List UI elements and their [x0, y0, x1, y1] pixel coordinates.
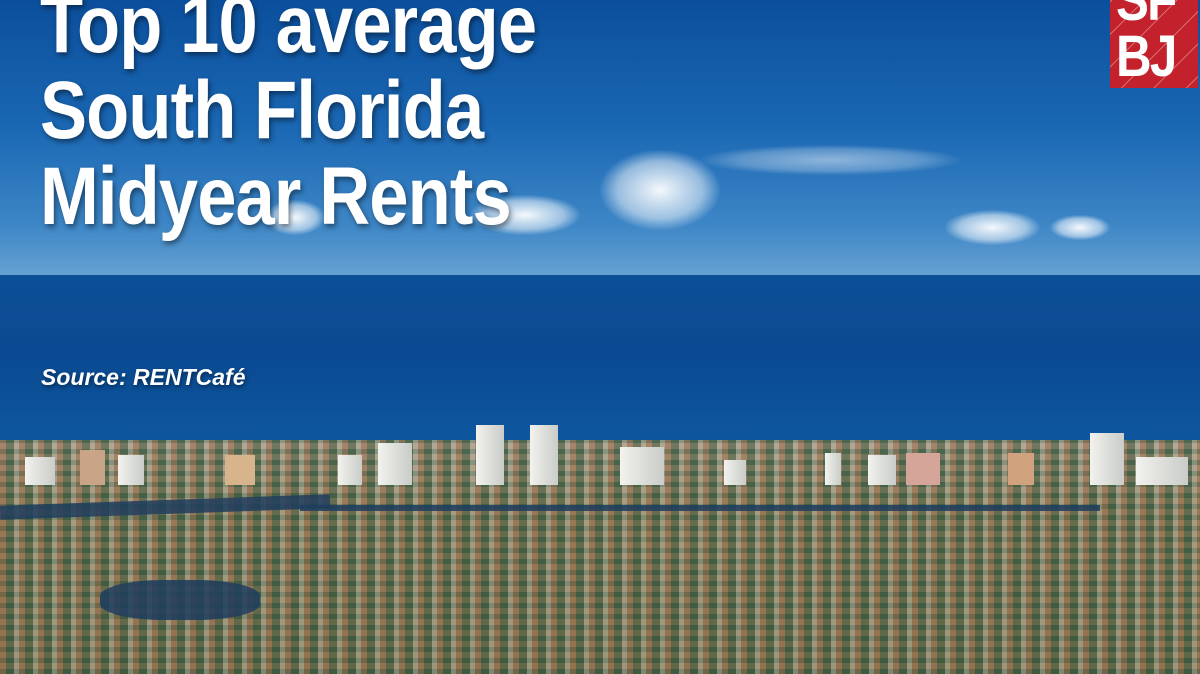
canal [300, 505, 1100, 511]
source-credit: Source: RENTCafé [41, 364, 246, 390]
cloud [470, 195, 580, 235]
headline-line: Midyear Rents [40, 151, 512, 242]
building [80, 450, 105, 485]
cloud [265, 200, 325, 235]
building [1136, 457, 1188, 485]
cloud [700, 145, 960, 175]
sfbj-logo: SF BJ [1110, 0, 1198, 88]
building [118, 455, 144, 485]
building [1090, 433, 1124, 485]
city-aerial [0, 440, 1200, 674]
building [225, 455, 255, 485]
building [620, 447, 664, 485]
cloud [600, 150, 720, 230]
logo-text-bottom: BJ [1116, 24, 1177, 88]
building [825, 453, 841, 485]
headline: Top 10 average South Florida Midyear Ren… [40, 0, 537, 242]
headline-line: South Florida [40, 65, 484, 156]
sky-background [0, 0, 1200, 280]
cloud [1050, 215, 1110, 240]
ocean [0, 275, 1200, 465]
canal [100, 580, 260, 620]
logo-text-top: SF [1116, 0, 1177, 33]
building [724, 460, 746, 485]
building [530, 425, 558, 485]
skyline [0, 420, 1200, 485]
cloud [945, 210, 1040, 245]
building [338, 455, 362, 485]
headline-line: Top 10 average [40, 0, 537, 70]
building [868, 455, 896, 485]
building [378, 443, 412, 485]
building [25, 457, 55, 485]
building [1008, 453, 1034, 485]
building [476, 425, 504, 485]
building [906, 453, 940, 485]
canal [0, 494, 331, 520]
